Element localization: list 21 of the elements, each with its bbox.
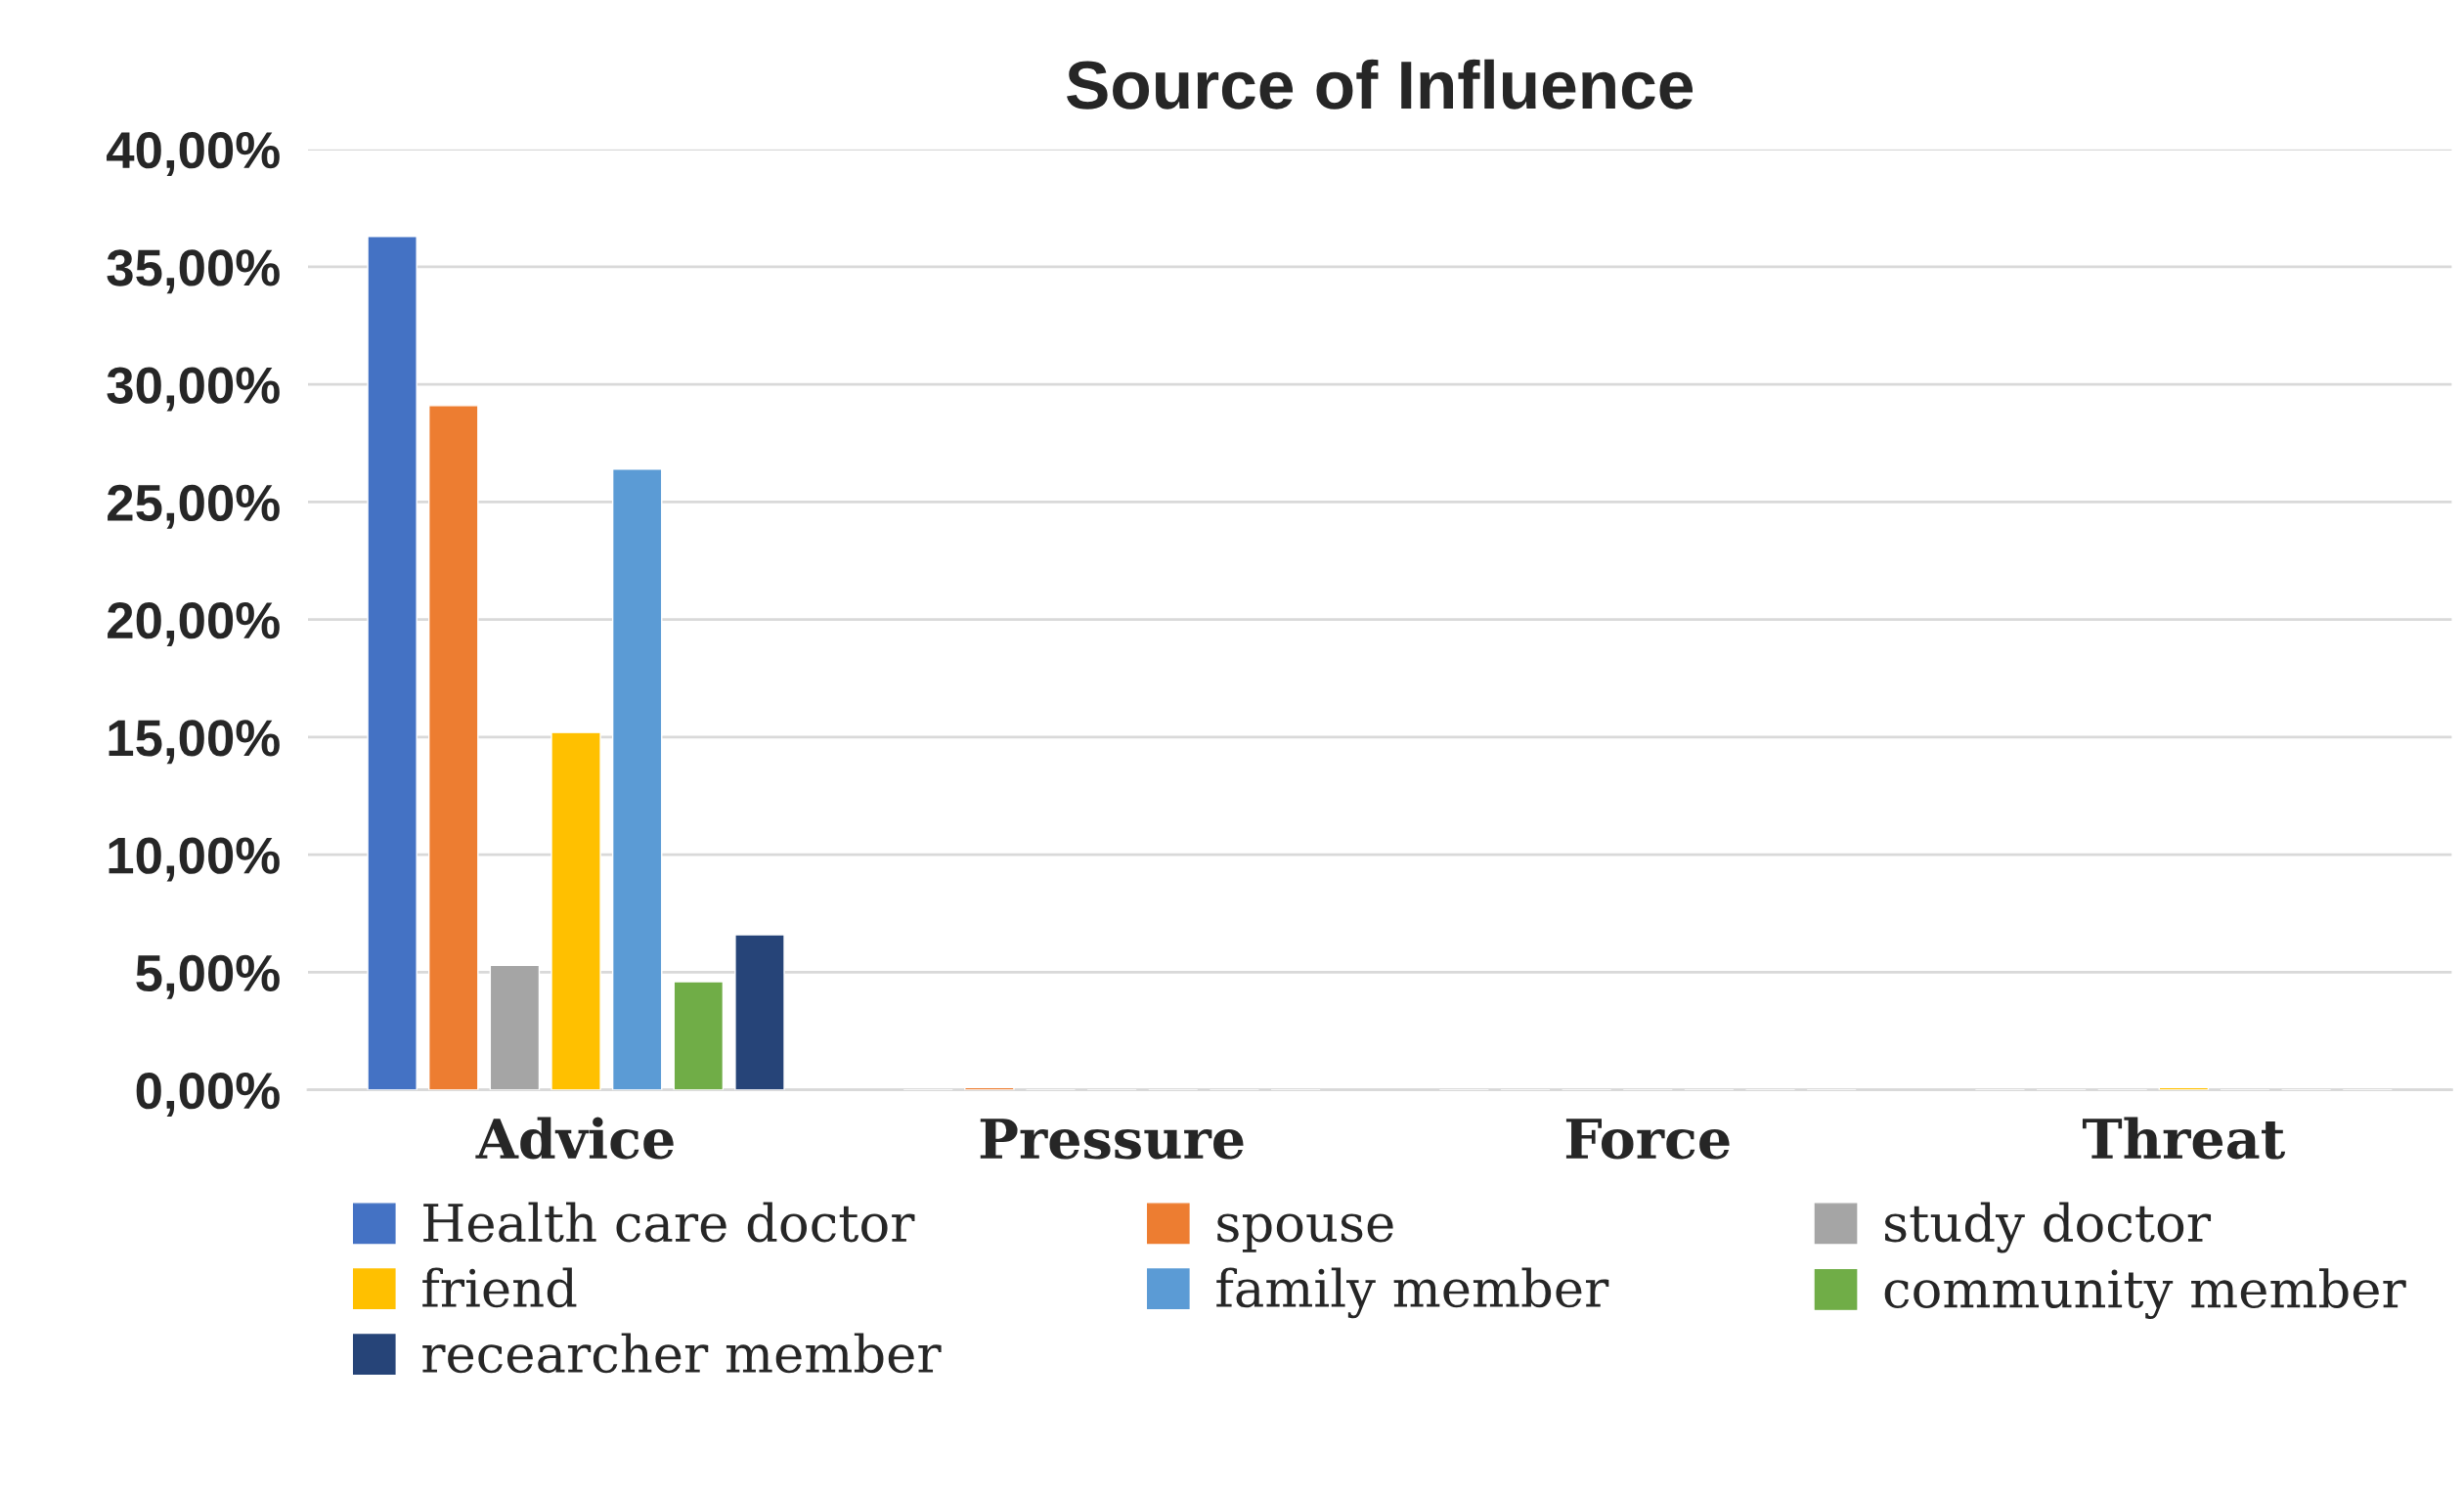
legend-label: Health care doctor — [423, 1202, 915, 1243]
legend-label: family member — [1216, 1267, 1609, 1319]
y-tick-label: 10,00% — [109, 837, 280, 882]
legend-label: spouse — [1217, 1213, 1393, 1252]
x-tick-label: Pressure — [980, 1119, 1244, 1160]
x-tick-label: Advice — [475, 1117, 674, 1160]
x-tick-label: Force — [1565, 1119, 1730, 1160]
legend-label: recearcher member — [422, 1333, 942, 1374]
y-tick-label: 0,00% — [136, 1072, 280, 1118]
y-tick-label: 15,00% — [109, 720, 280, 765]
legend-label: community member — [1884, 1268, 2406, 1320]
y-tick-label: 25,00% — [108, 484, 280, 529]
y-tick-label: 40,00% — [107, 131, 280, 176]
chart-title: Source of Influence — [1067, 59, 1694, 110]
y-tick-label: 5,00% — [136, 954, 280, 999]
legend-label: friend — [422, 1267, 577, 1308]
y-tick-label: 30,00% — [107, 367, 280, 412]
x-tick-label: Threat — [2082, 1117, 2286, 1160]
y-tick-label: 35,00% — [107, 249, 280, 294]
y-tick-label: 20,00% — [108, 601, 280, 646]
legend-label: study doctor — [1885, 1202, 2212, 1253]
